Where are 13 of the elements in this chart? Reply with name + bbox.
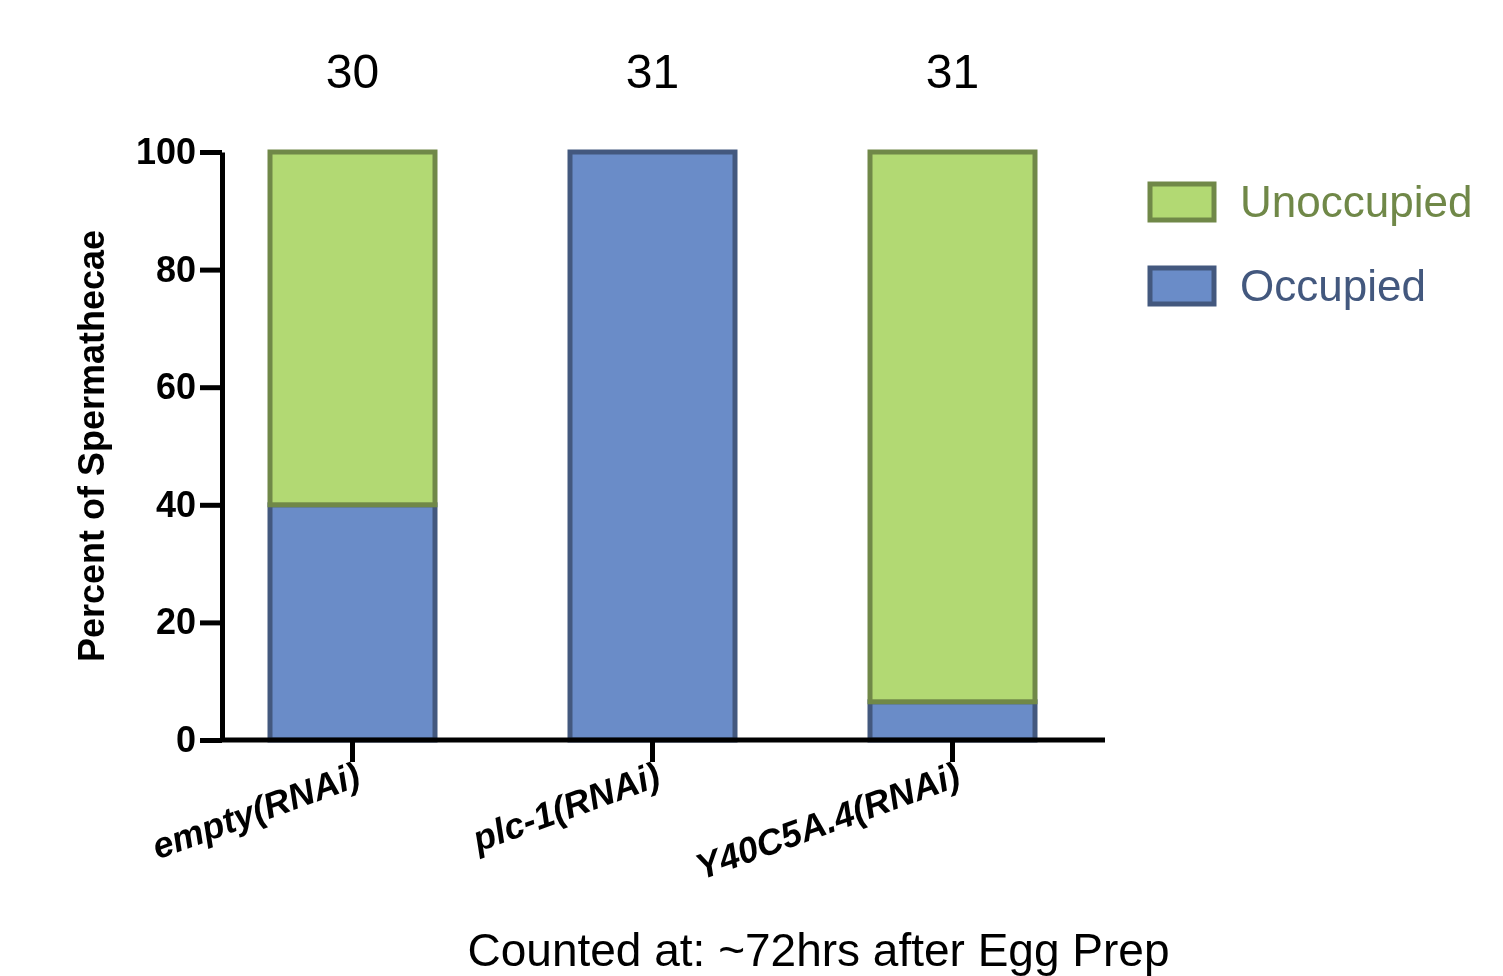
y-axis-title: Percent of Spermathecae [71, 229, 112, 663]
y-tick-label: 80 [155, 248, 196, 290]
legend-label: Occupied [1240, 261, 1426, 311]
y-tick-label: 100 [135, 131, 196, 173]
y-tick-label: 60 [155, 366, 196, 408]
y-tick-label: 20 [155, 601, 196, 643]
y-tick-label: 40 [155, 483, 196, 525]
legend-label: Unoccupied [1240, 177, 1473, 227]
x-axis-title: Counted at: ~72hrs after Egg Prep [467, 924, 1170, 976]
text: 31 [625, 45, 680, 98]
text: 31 [925, 45, 980, 98]
y-tick-label: 0 [175, 719, 196, 761]
text: 30 [325, 45, 380, 98]
